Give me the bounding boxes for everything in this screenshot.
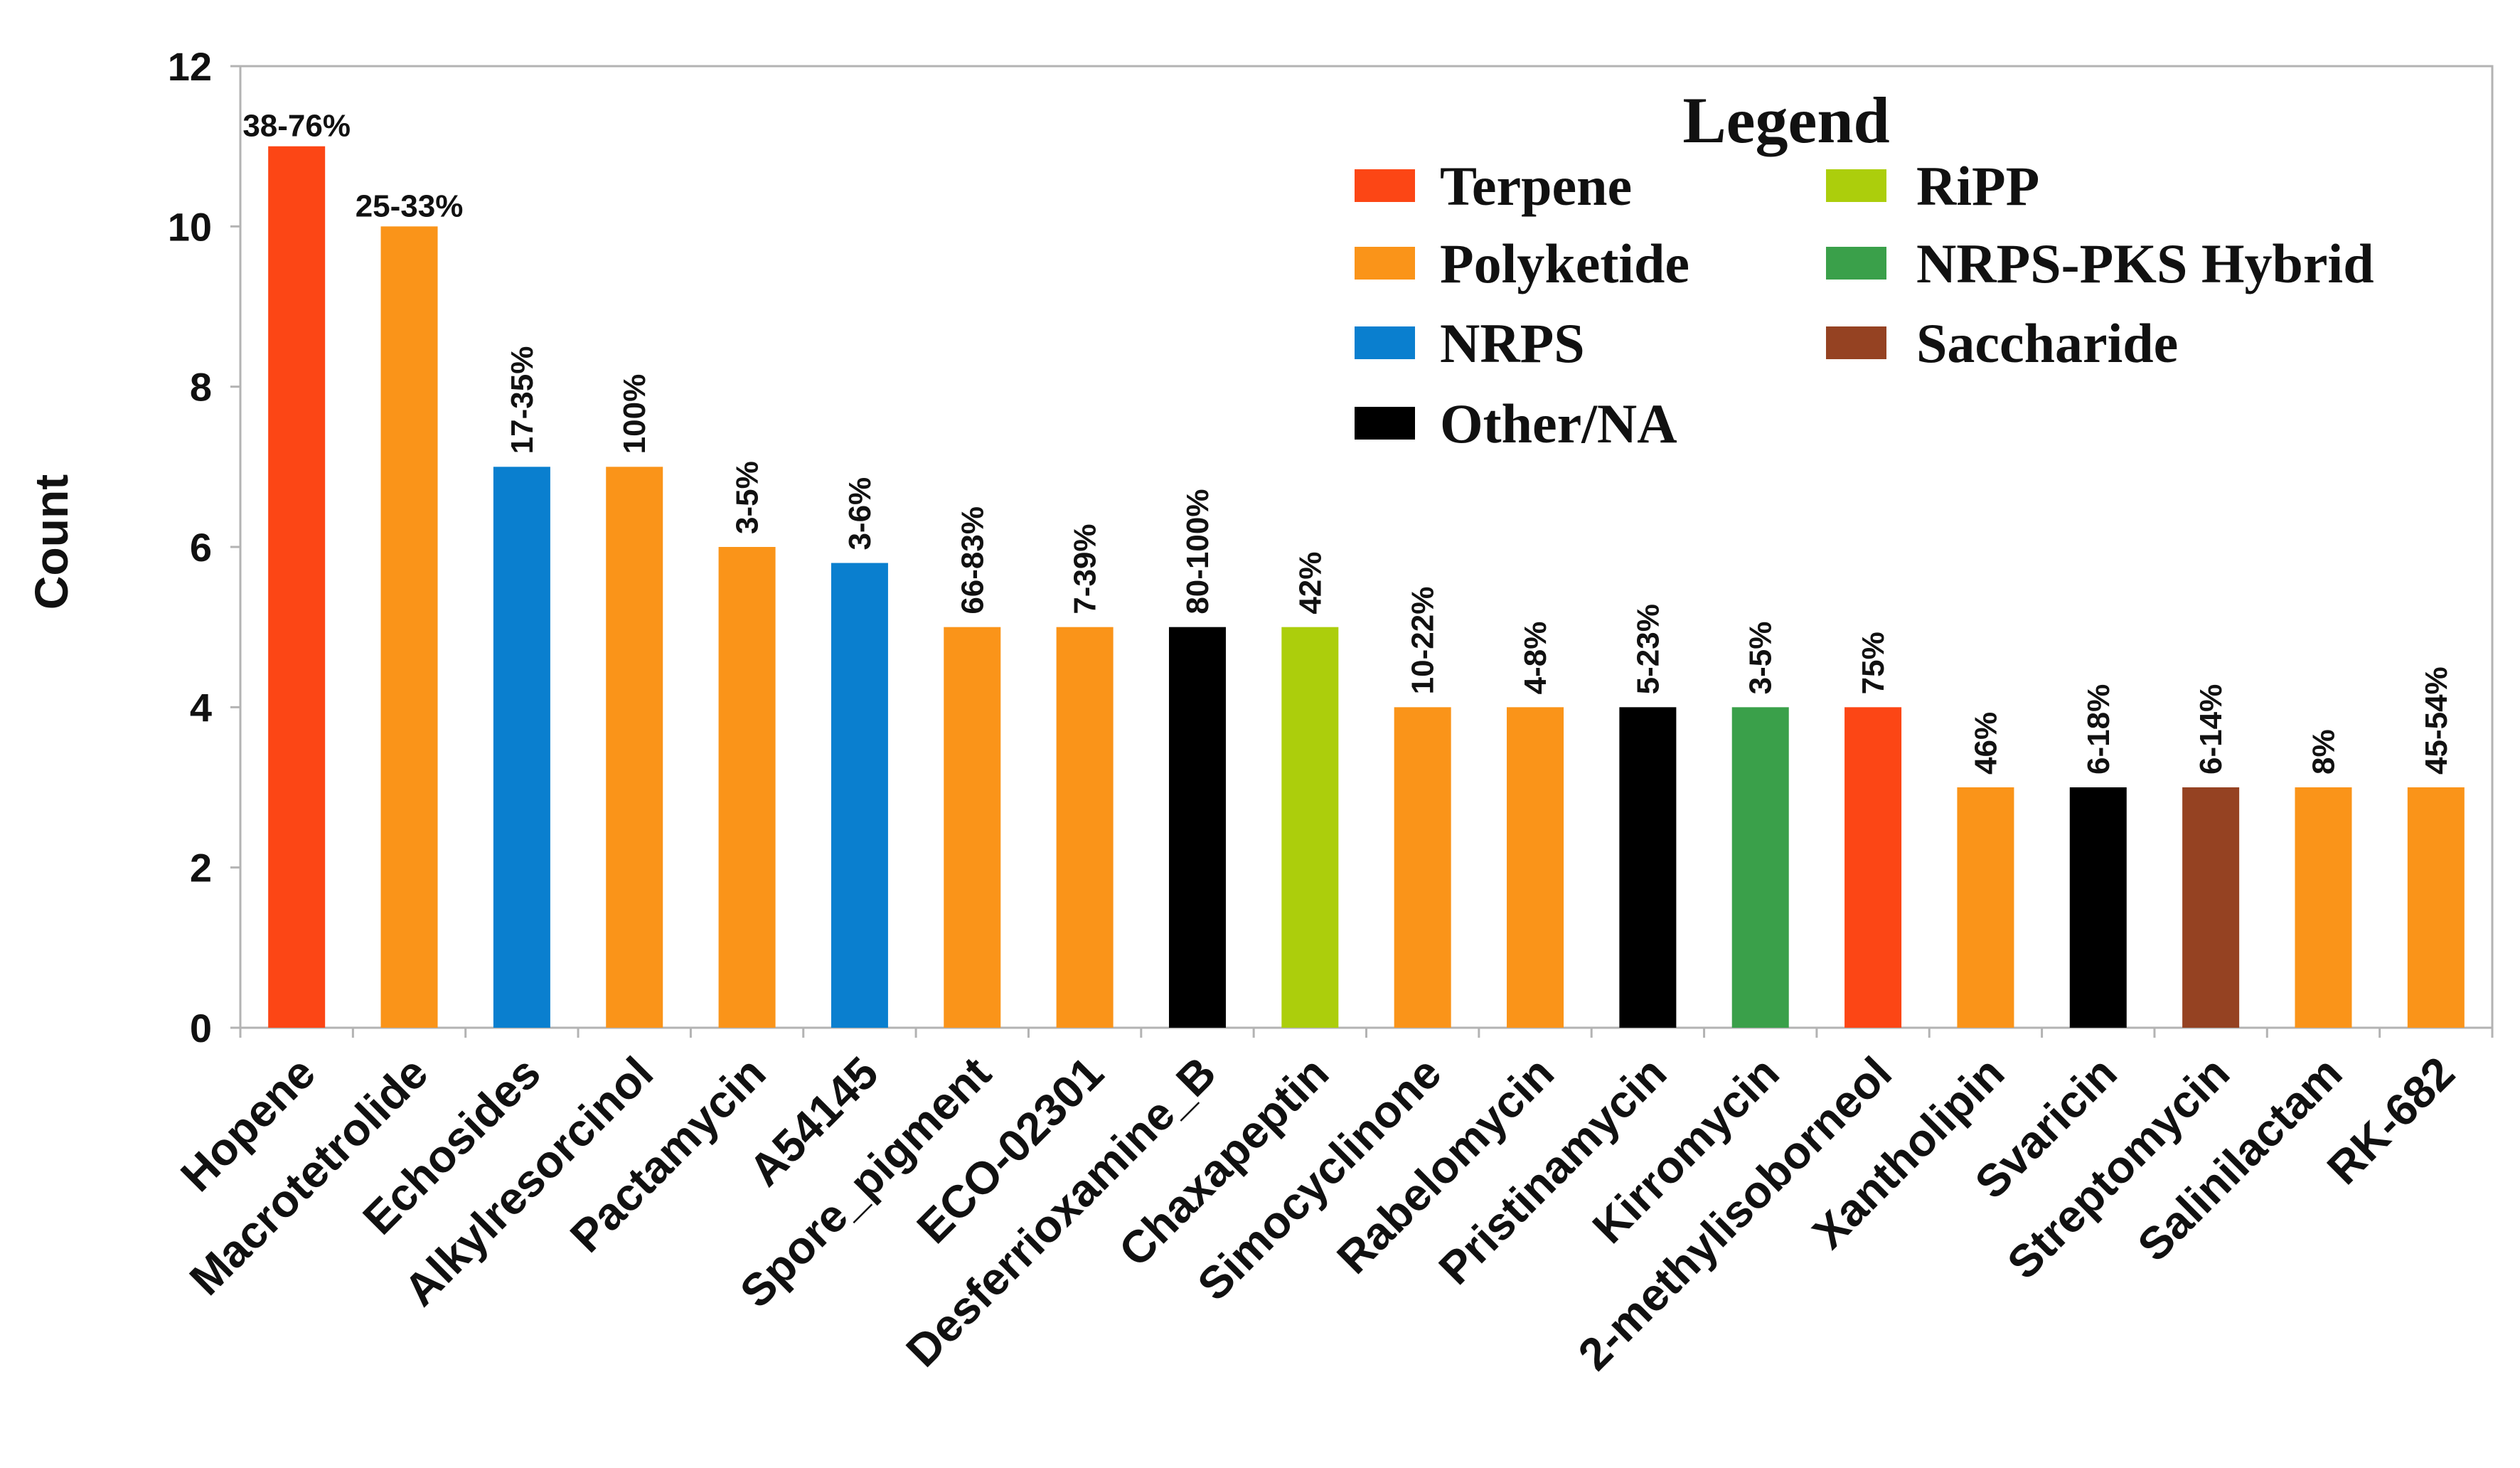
legend-swatch: [1355, 326, 1415, 359]
plot-frame: [239, 65, 2494, 1029]
data-label: 46%: [1968, 712, 2003, 775]
legend-title: Legend: [1682, 84, 1889, 156]
category-labels-group: HopeneMacrotetrolideEchosidesAlkylresorc…: [171, 1047, 2465, 1380]
legend-entry-label: RiPP: [1916, 155, 2039, 217]
data-label: 3-5%: [1744, 622, 1778, 695]
data-labels-group: 38-76% 25-33% 17-35% 100% 3-5% 3-6% 66-83% 7-39…: [242, 109, 2453, 775]
bar-2-methylisoborneol: [1844, 707, 1902, 1028]
bar-desferrioxamine-b: [1168, 627, 1226, 1028]
legend-entry-label: Saccharide: [1916, 312, 2178, 374]
data-label: 6-18%: [2081, 684, 2116, 775]
axes-group: 0 2 4 6 8 10 12: [168, 44, 2494, 1051]
bar-pristinamycin: [1619, 707, 1677, 1028]
data-label: 75%: [1856, 632, 1891, 694]
data-label: 8%: [2306, 729, 2341, 775]
data-label: 3-5%: [730, 461, 765, 534]
bar-rabelomycin: [1507, 707, 1564, 1028]
y-tick-label: 8: [190, 365, 212, 410]
legend-swatch: [1826, 169, 1886, 202]
y-tick-label: 10: [168, 204, 212, 249]
legend-entry-label: Other/NA: [1440, 393, 1677, 454]
data-label: 45-54%: [2419, 666, 2454, 775]
y-tick-label: 0: [190, 1006, 212, 1051]
category-label: RK-682: [2317, 1047, 2465, 1194]
data-label: 80-100%: [1180, 489, 1215, 615]
legend-swatch: [1355, 407, 1415, 440]
bar-streptomycin: [2182, 787, 2240, 1028]
bar-simocyclinone: [1394, 707, 1451, 1028]
y-tick-label: 4: [190, 685, 212, 730]
bar-macrotetrolide: [380, 226, 438, 1028]
bar-pactamycin: [718, 547, 776, 1028]
bar-eco-02301: [1056, 627, 1114, 1028]
y-tick-label: 6: [190, 525, 212, 570]
data-label: 100%: [617, 374, 652, 454]
data-label: 4-8%: [1518, 622, 1553, 695]
bar-hopene: [268, 146, 326, 1028]
bar-salinilactam: [2295, 787, 2352, 1028]
data-label: 25-33%: [356, 188, 464, 223]
bars-group: [268, 146, 2465, 1028]
bar-kirromycin: [1731, 707, 1789, 1028]
data-label: 6-14%: [2194, 684, 2228, 775]
legend-entry-label: Terpene: [1440, 155, 1632, 217]
data-label: 10-22%: [1406, 587, 1441, 695]
data-label: 5-23%: [1630, 604, 1665, 694]
data-label: 38-76%: [242, 109, 351, 144]
legend-swatch: [1826, 247, 1886, 280]
legend-swatch: [1355, 169, 1415, 202]
legend: Legend Terpene Polyketide NRPS Other/NA RiPP N…: [1355, 84, 2374, 454]
data-label: 66-83%: [955, 506, 990, 615]
category-label: Pactamycin: [560, 1047, 775, 1262]
bar-rk-682: [2407, 787, 2465, 1028]
bar-svaricin: [2069, 787, 2127, 1028]
legend-entry-label: Polyketide: [1440, 233, 1689, 294]
bar-spore-pigment: [944, 627, 1001, 1028]
bar-a54145: [831, 563, 888, 1028]
legend-swatch: [1355, 247, 1415, 280]
y-axis-label: Count: [25, 474, 78, 610]
data-label: 7-39%: [1068, 523, 1103, 614]
bar-xantholipin: [1957, 787, 2014, 1028]
bar-chaxapeptin: [1281, 627, 1339, 1028]
legend-entry-label: NRPS: [1440, 312, 1585, 374]
data-label: 42%: [1293, 552, 1328, 615]
bar-alkylresorcinol: [606, 467, 663, 1028]
legend-swatch: [1826, 326, 1886, 359]
bar-echosides: [493, 467, 550, 1028]
y-tick-label: 2: [190, 846, 212, 890]
legend-entry-label: NRPS-PKS Hybrid: [1916, 233, 2374, 294]
data-label: 3-6%: [843, 477, 877, 550]
data-label: 17-35%: [505, 346, 540, 454]
y-tick-label: 12: [168, 44, 212, 89]
